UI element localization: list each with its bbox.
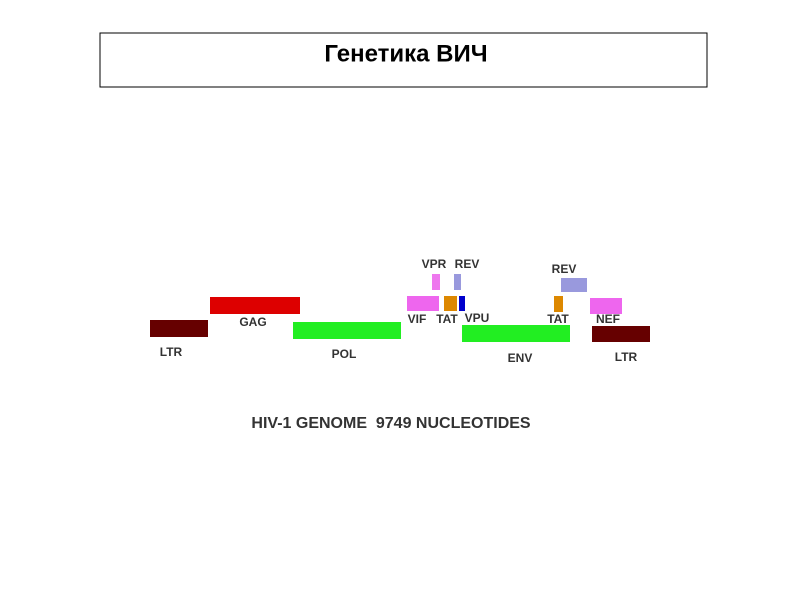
gene-label: REV bbox=[455, 257, 480, 271]
gene-bar bbox=[454, 274, 461, 290]
title: Генетика ВИЧ bbox=[324, 40, 487, 67]
gene-label: NEF bbox=[596, 312, 620, 326]
gene-label: LTR bbox=[160, 345, 183, 359]
gene-label: TAT bbox=[547, 312, 569, 326]
gene-label: VPR bbox=[422, 257, 447, 271]
caption: HIV-1 GENOME 9749 NUCLEOTIDES bbox=[251, 415, 531, 432]
gene-bar bbox=[150, 320, 208, 337]
gene-bar bbox=[590, 298, 622, 314]
genome-map: LTR GAG POL VIF VPR REV TAT VPU ENV REV … bbox=[150, 257, 650, 365]
gene-label: ENV bbox=[508, 351, 533, 365]
gene-label: TAT bbox=[436, 312, 458, 326]
gene-bar bbox=[592, 326, 650, 342]
gene-label: GAG bbox=[239, 315, 266, 329]
gene-bar bbox=[293, 322, 401, 339]
gene-label: VPU bbox=[465, 311, 490, 325]
gene-bar bbox=[444, 296, 457, 311]
gene-bar bbox=[210, 297, 300, 314]
gene-bar bbox=[554, 296, 563, 312]
gene-bar bbox=[459, 296, 465, 311]
gene-bar bbox=[407, 296, 439, 311]
gene-label: LTR bbox=[615, 350, 638, 364]
gene-bar bbox=[462, 325, 570, 342]
gene-bar bbox=[432, 274, 440, 290]
gene-label: REV bbox=[552, 262, 577, 276]
gene-bar bbox=[561, 278, 587, 292]
gene-label: POL bbox=[332, 347, 357, 361]
gene-label: VIF bbox=[408, 312, 427, 326]
title-box bbox=[99, 32, 708, 88]
